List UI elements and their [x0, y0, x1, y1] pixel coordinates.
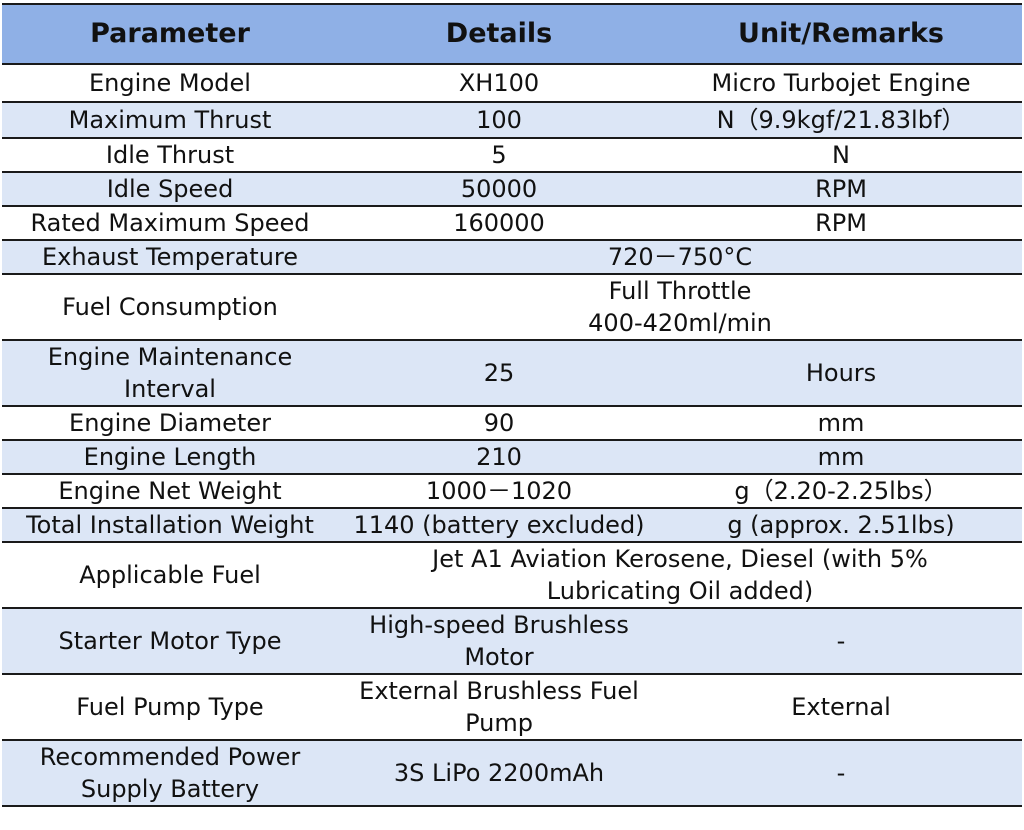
table-cell: -: [660, 739, 1022, 807]
table-cell: mm: [660, 439, 1022, 475]
table-cell: Fuel Consumption: [2, 273, 338, 341]
table-cell: Idle Speed: [2, 171, 338, 207]
table-cell: Applicable Fuel: [2, 541, 338, 609]
header-cell: Unit/Remarks: [660, 3, 1022, 65]
table-cell: Starter Motor Type: [2, 607, 338, 675]
table-cell: 160000: [338, 205, 660, 241]
table-cell: 50000: [338, 171, 660, 207]
table-cell: 210: [338, 439, 660, 475]
table-row: Total Installation Weight 1140 (battery e…: [2, 507, 1022, 543]
table-cell: Full Throttle 400-420ml/min: [338, 273, 1022, 341]
table-cell: RPM: [660, 205, 1022, 241]
table-cell: Engine Model: [2, 63, 338, 103]
table-cell: Engine Diameter: [2, 405, 338, 441]
table-row: Fuel Consumption Full Throttle 400-420ml/…: [2, 273, 1022, 341]
table-cell: External Brushless Fuel Pump: [338, 673, 660, 741]
table-cell: 720－750°C: [338, 239, 1022, 275]
table-row: Engine Diameter 90 mm: [2, 405, 1022, 441]
table-cell: 3S LiPo 2200mAh: [338, 739, 660, 807]
table-row: Fuel Pump Type External Brushless Fuel Pu…: [2, 673, 1022, 741]
table-cell: Micro Turbojet Engine: [660, 63, 1022, 103]
table-cell: Total Installation Weight: [2, 507, 338, 543]
table-cell: 100: [338, 101, 660, 139]
header-cell: Details: [338, 3, 660, 65]
table-cell: g (approx. 2.51lbs): [660, 507, 1022, 543]
table-cell: Maximum Thrust: [2, 101, 338, 139]
header-cell: Parameter: [2, 3, 338, 65]
table-cell: g（2.20-2.25lbs）: [660, 473, 1022, 509]
spec-table: Parameter Details Unit/Remarks Engine Mode…: [2, 3, 1022, 807]
table-cell: RPM: [660, 171, 1022, 207]
table-row: Idle Speed 50000 RPM: [2, 171, 1022, 207]
table-cell: mm: [660, 405, 1022, 441]
table-cell: External: [660, 673, 1022, 741]
table-row: Starter Motor Type High-speed Brushless M…: [2, 607, 1022, 675]
table-cell: 5: [338, 137, 660, 173]
table-cell: 90: [338, 405, 660, 441]
table-cell: Recommended Power Supply Battery: [2, 739, 338, 807]
table-cell: 1000－1020: [338, 473, 660, 509]
table-body: Engine Model XH100 Micro Turbojet Engine Ma…: [2, 63, 1022, 807]
table-cell: Hours: [660, 339, 1022, 407]
table-cell: Engine Length: [2, 439, 338, 475]
header-row: Parameter Details Unit/Remarks: [2, 3, 1022, 65]
table-row: Engine Model XH100 Micro Turbojet Engine: [2, 63, 1022, 103]
table-cell: High-speed Brushless Motor: [338, 607, 660, 675]
table-cell: Rated Maximum Speed: [2, 205, 338, 241]
table-cell: 25: [338, 339, 660, 407]
table-row: Exhaust Temperature 720－750°C: [2, 239, 1022, 275]
table-cell: Fuel Pump Type: [2, 673, 338, 741]
table-row: Engine Length 210 mm: [2, 439, 1022, 475]
table-cell: -: [660, 607, 1022, 675]
table-cell: Jet A1 Aviation Kerosene, Diesel (with 5…: [338, 541, 1022, 609]
table-cell: Idle Thrust: [2, 137, 338, 173]
table-cell: Engine Net Weight: [2, 473, 338, 509]
table-row: Rated Maximum Speed 160000 RPM: [2, 205, 1022, 241]
table-row: Maximum Thrust 100 N（9.9kgf/21.83lbf）: [2, 101, 1022, 139]
table-cell: XH100: [338, 63, 660, 103]
table-cell: Engine Maintenance Interval: [2, 339, 338, 407]
table-cell: Exhaust Temperature: [2, 239, 338, 275]
table-row: Idle Thrust 5 N: [2, 137, 1022, 173]
page: Parameter Details Unit/Remarks Engine Mode…: [0, 3, 1024, 830]
table-row: Applicable Fuel Jet A1 Aviation Kerosene,…: [2, 541, 1022, 609]
table-cell: N（9.9kgf/21.83lbf）: [660, 101, 1022, 139]
table-row: Engine Net Weight 1000－1020 g（2.20-2.25lbs…: [2, 473, 1022, 509]
table-cell: N: [660, 137, 1022, 173]
table-row: Recommended Power Supply Battery 3S LiPo …: [2, 739, 1022, 807]
table-cell: 1140 (battery excluded): [338, 507, 660, 543]
table-row: Engine Maintenance Interval 25 Hours: [2, 339, 1022, 407]
